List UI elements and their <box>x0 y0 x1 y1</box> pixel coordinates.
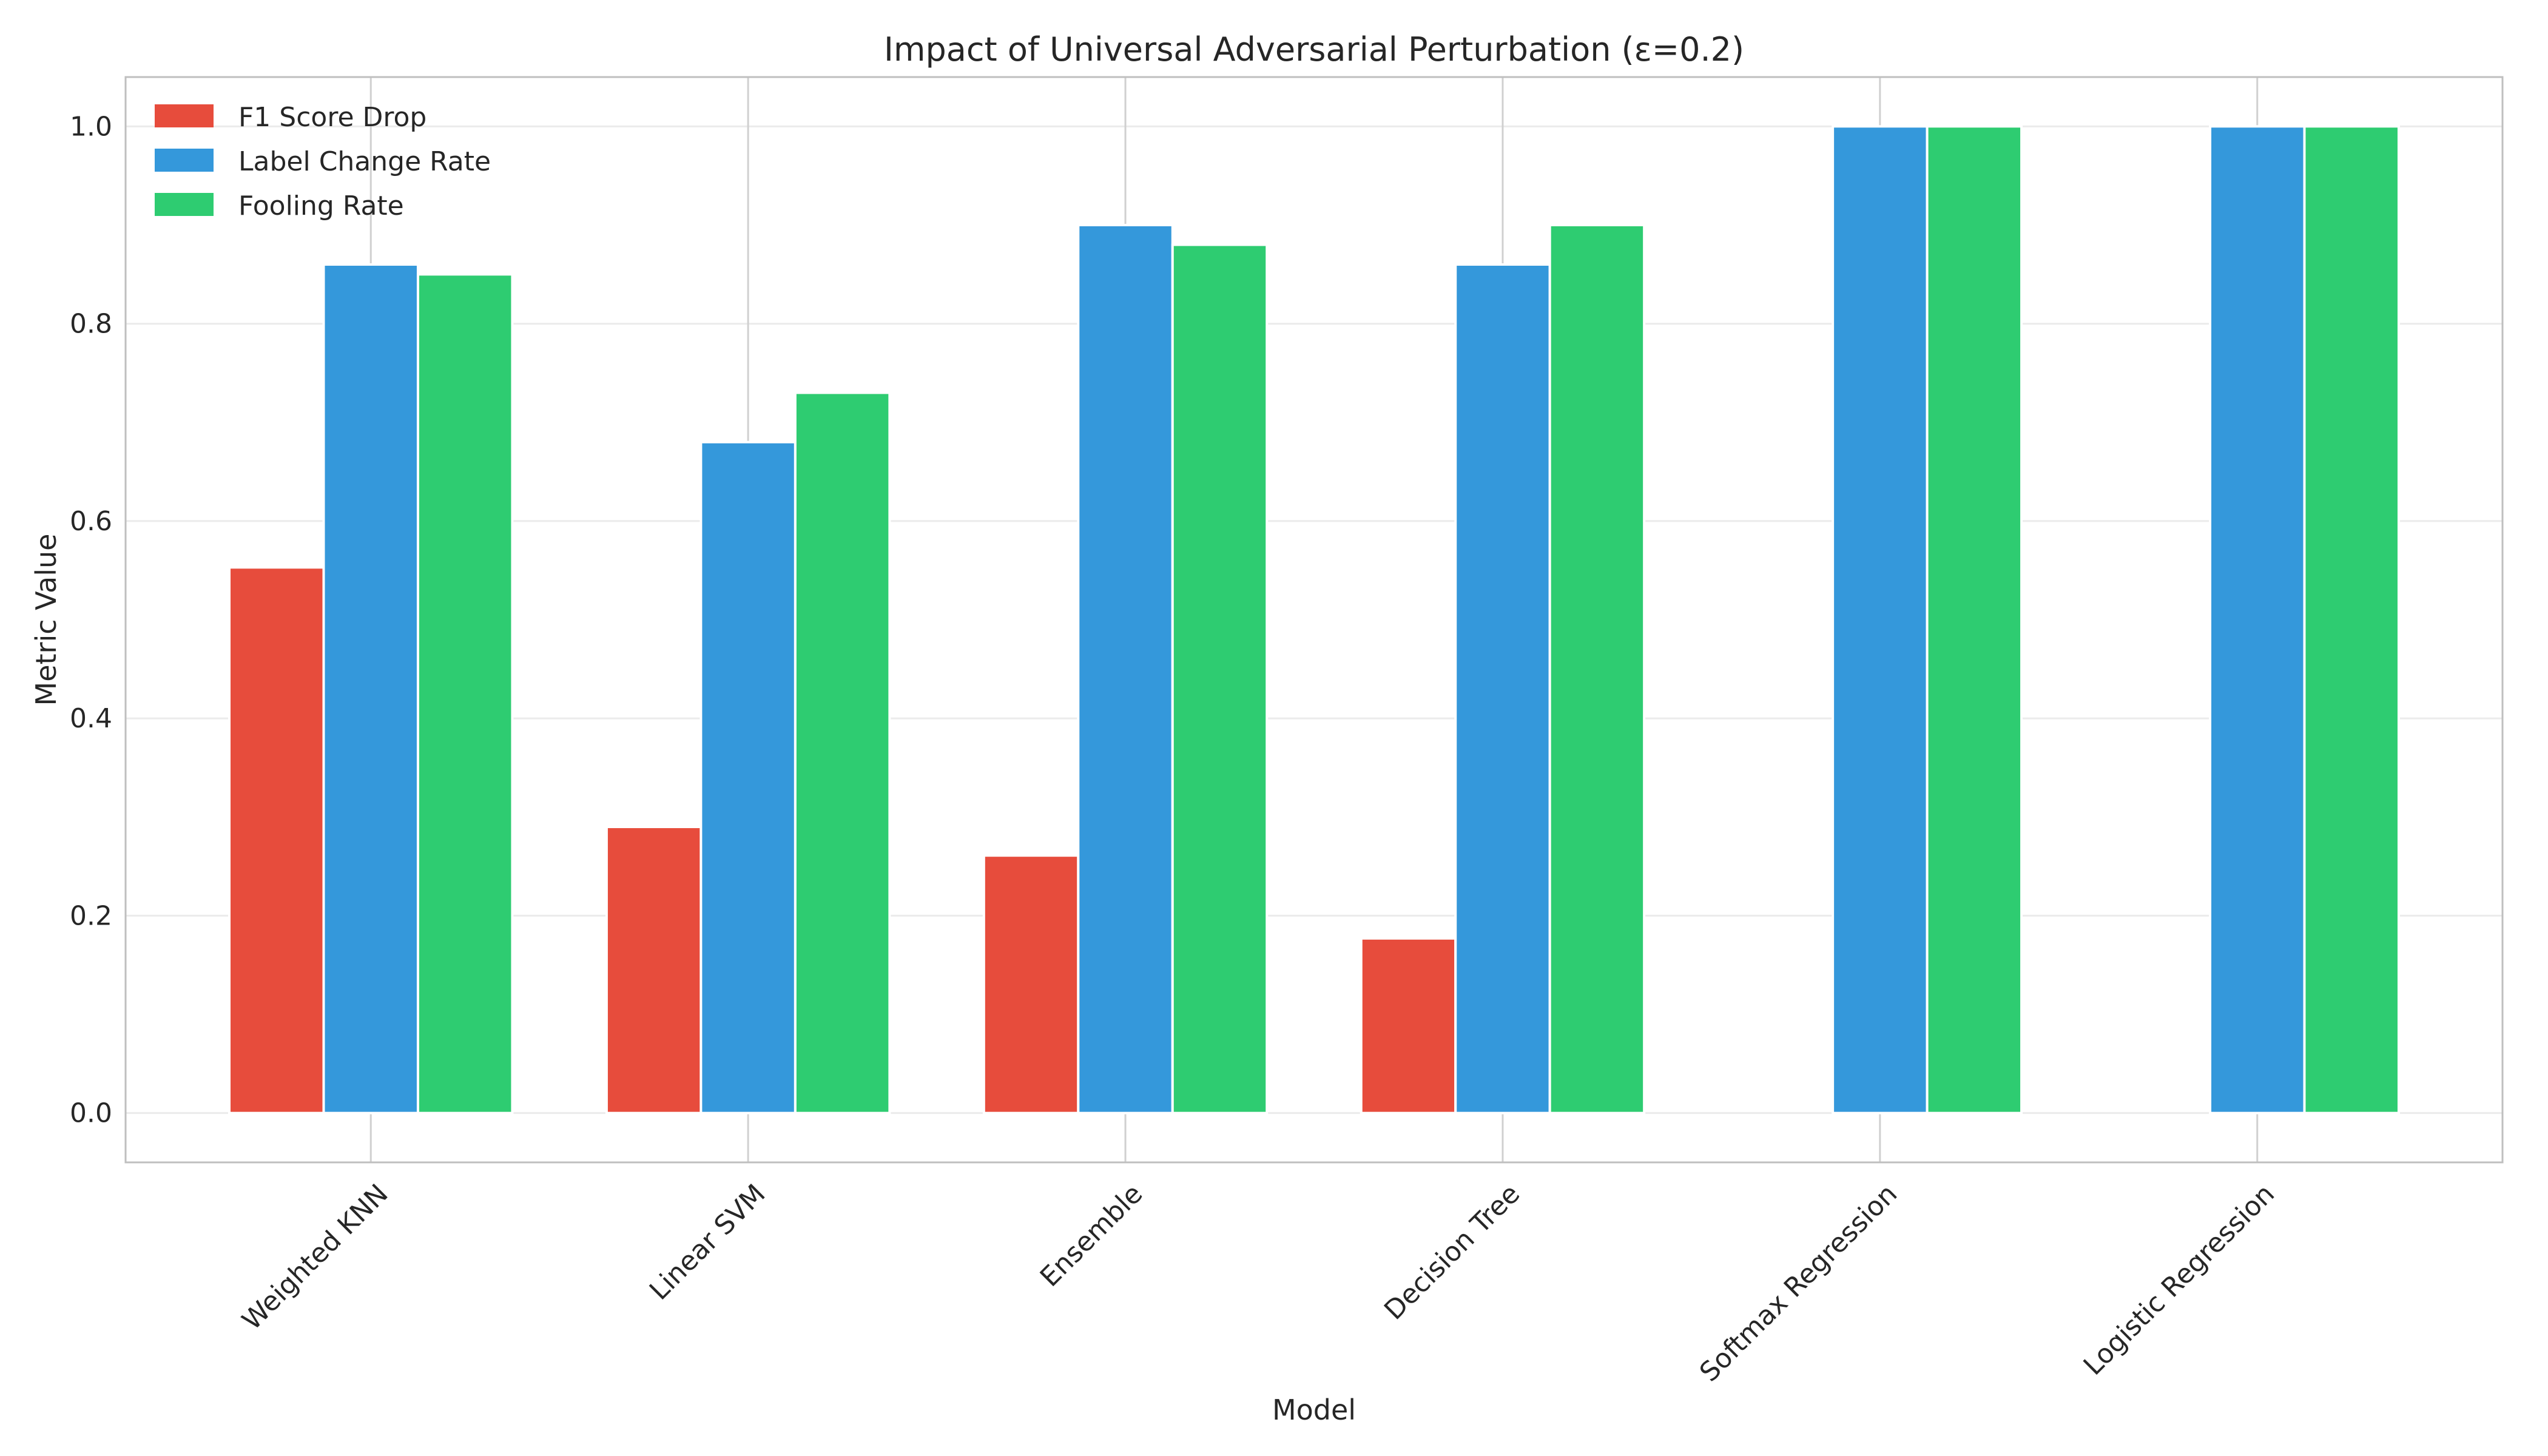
y-tick-label-1: 0.2 <box>70 900 112 931</box>
bar-label-change-rate-1 <box>699 440 797 1114</box>
y-axis-label: Metric Value <box>30 534 62 706</box>
bar-fooling-rate-2 <box>1171 243 1269 1114</box>
plot-frame <box>124 76 2504 1164</box>
legend-label-f1-score-drop: F1 Score Drop <box>238 102 426 133</box>
chart-title: Impact of Universal Adversarial Perturba… <box>884 30 1744 69</box>
y-tick-label-5: 1.0 <box>70 111 112 142</box>
y-tick-label-3: 0.6 <box>70 506 112 537</box>
legend-swatch-label-change-rate <box>155 149 214 172</box>
bar-label-change-rate-4 <box>1832 125 1929 1114</box>
legend: F1 Score Drop Label Change Rate Fooling Ra… <box>155 102 491 221</box>
legend-swatch-fooling-rate <box>155 193 214 216</box>
bar-f1-score-drop-0 <box>228 566 325 1114</box>
bar-fooling-rate-5 <box>2303 125 2400 1114</box>
bar-fooling-rate-4 <box>1926 125 2023 1114</box>
x-axis-label: Model <box>1272 1394 1356 1426</box>
y-axis-ticks: 0.0 0.2 0.4 0.6 0.8 1.0 <box>70 111 112 1128</box>
bar-f1-score-drop-2 <box>982 854 1080 1114</box>
bars <box>228 125 2400 1114</box>
bar-label-change-rate-3 <box>1454 263 1551 1114</box>
legend-swatch-f1-score-drop <box>155 104 214 127</box>
y-tick-label-4: 0.8 <box>70 309 112 340</box>
legend-label-label-change-rate: Label Change Rate <box>238 146 491 177</box>
bar-f1-score-drop-1 <box>605 826 703 1114</box>
bar-f1-score-drop-3 <box>1360 937 1457 1114</box>
y-tick-label-0: 0.0 <box>70 1098 112 1129</box>
bar-fooling-rate-3 <box>1548 223 1646 1114</box>
legend-label-fooling-rate: Fooling Rate <box>238 190 404 221</box>
y-tick-label-2: 0.4 <box>70 703 112 734</box>
bar-label-change-rate-0 <box>322 263 419 1114</box>
bar-fooling-rate-1 <box>794 391 891 1114</box>
bar-label-change-rate-2 <box>1077 223 1174 1114</box>
bar-fooling-rate-0 <box>416 273 514 1114</box>
bar-label-change-rate-5 <box>2209 125 2306 1114</box>
